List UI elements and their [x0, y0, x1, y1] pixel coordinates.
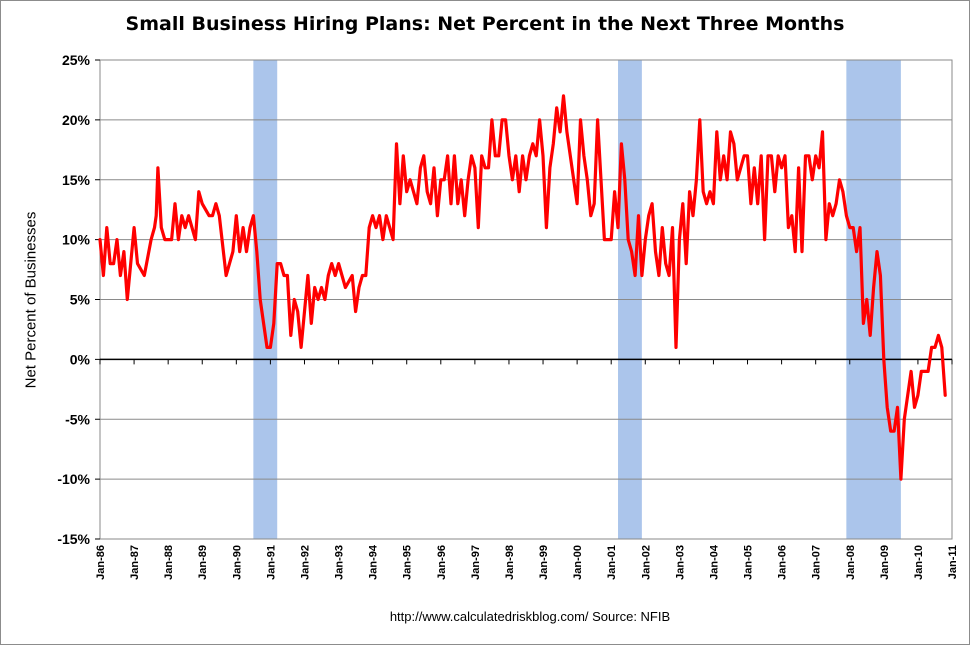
x-tick-label: Jan-11: [947, 545, 959, 579]
y-tick-label: 20%: [62, 112, 91, 128]
x-tick-label: Jan-07: [811, 545, 823, 580]
y-tick-label: 0%: [70, 351, 91, 367]
y-tick-label: 15%: [62, 172, 91, 188]
x-tick-label: Jan-09: [879, 545, 891, 580]
x-tick-label: Jan-03: [674, 545, 686, 580]
x-tick-label: Jan-00: [572, 545, 584, 580]
x-tick-label: Jan-02: [640, 545, 652, 580]
y-tick-label: 25%: [62, 52, 91, 68]
x-tick-label: Jan-05: [743, 545, 755, 580]
x-tick-label: Jan-98: [504, 545, 516, 580]
x-tick-label: Jan-90: [231, 545, 243, 580]
x-tick-label: Jan-06: [777, 545, 789, 580]
x-tick-label: Jan-01: [606, 545, 618, 580]
x-tick-label: Jan-94: [368, 544, 380, 580]
x-tick-label: Jan-91: [265, 545, 277, 580]
x-tick-label: Jan-87: [129, 545, 141, 580]
x-tick-label: Jan-08: [845, 545, 857, 580]
y-tick-label: -10%: [57, 471, 90, 487]
chart-source: http://www.calculatedriskblog.com/ Sourc…: [389, 609, 671, 624]
x-tick-label: Jan-96: [436, 545, 448, 580]
x-tick-label: Jan-95: [402, 545, 414, 580]
x-tick-label: Jan-97: [470, 545, 482, 580]
x-tick-label: Jan-86: [95, 545, 107, 580]
y-tick-label: 5%: [70, 292, 91, 308]
chart-title: Small Business Hiring Plans: Net Percent…: [125, 13, 845, 35]
x-tick-label: Jan-99: [538, 545, 550, 580]
series-line-1: [98, 94, 947, 481]
y-tick-label: -5%: [65, 411, 90, 427]
y-tick-label: -15%: [57, 531, 90, 547]
x-tick-label: Jan-93: [334, 545, 346, 580]
x-tick-label: Jan-10: [913, 545, 925, 580]
x-tick-label: Jan-88: [163, 545, 175, 580]
x-tick-label: Jan-89: [197, 545, 209, 580]
x-tick-label: Jan-92: [299, 545, 311, 580]
y-tick-label: 10%: [62, 232, 91, 248]
x-tick-label: Jan-04: [708, 544, 720, 580]
